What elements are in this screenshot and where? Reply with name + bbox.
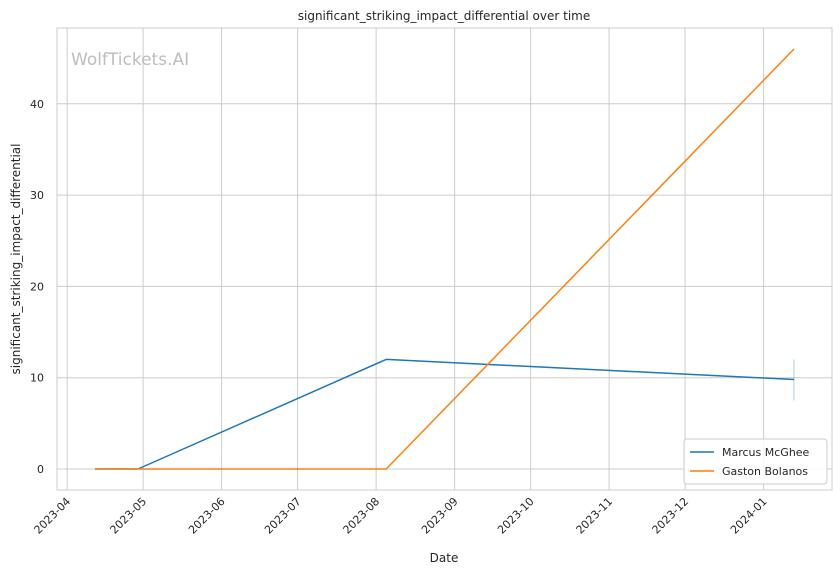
- y-tick-label: 0: [37, 463, 44, 476]
- x-tick-label: 2023-12: [650, 495, 692, 537]
- x-tick-label: 2023-05: [108, 495, 150, 537]
- legend: Marcus McGhee Gaston Bolanos: [683, 438, 828, 485]
- legend-entry: Marcus McGhee: [722, 446, 810, 459]
- legend-entry: Gaston Bolanos: [722, 465, 808, 478]
- x-tick-label: 2023-11: [574, 495, 616, 537]
- y-tick-label: 10: [30, 372, 44, 385]
- y-tick-label: 40: [30, 98, 44, 111]
- x-tick-label: 2024-01: [728, 495, 770, 537]
- x-tick-label: 2023-10: [495, 495, 537, 537]
- x-axis-label: Date: [430, 551, 459, 565]
- y-tick-label: 30: [30, 189, 44, 202]
- x-tick-label: 2023-08: [341, 495, 383, 537]
- watermark: WolfTickets.AI: [71, 50, 189, 70]
- y-axis-ticks: 0 10 20 30 40: [30, 98, 44, 476]
- x-tick-label: 2023-06: [186, 495, 228, 537]
- series-line-1: [95, 48, 795, 470]
- legend-box: [683, 438, 828, 485]
- chart-title: significant_striking_impact_differential…: [298, 9, 590, 23]
- y-axis-label: significant_striking_impact_differential: [9, 144, 23, 375]
- y-tick-label: 20: [30, 280, 44, 293]
- series-layer: [95, 48, 795, 470]
- x-tick-label: 2023-04: [32, 495, 74, 537]
- plot-area: [56, 27, 833, 491]
- x-tick-label: 2023-09: [419, 495, 461, 537]
- x-axis-ticks: 2023-04 2023-05 2023-06 2023-07 2023-08 2023-…: [32, 495, 770, 537]
- x-tick-label: 2023-07: [262, 495, 304, 537]
